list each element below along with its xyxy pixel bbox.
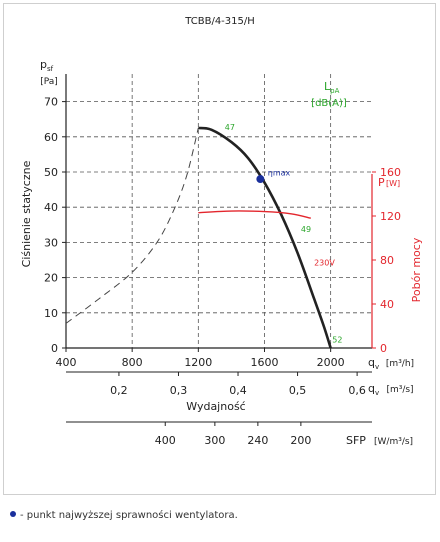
x2-axis-label: Wydajność (186, 400, 245, 413)
footnote: - punkt najwyższej sprawności wentylator… (10, 510, 238, 521)
annotation-label: 230V (314, 258, 335, 267)
series-line-pressure (198, 126, 332, 349)
x-tick-label: 2000 (317, 356, 345, 369)
y-tick-label: 10 (44, 307, 58, 320)
x2-tick-label: 0,6 (348, 384, 366, 397)
annotation-label: 52 (332, 336, 342, 345)
y-tick-label: 30 (44, 236, 58, 249)
power-axis-symbol: P (378, 176, 385, 189)
sfp-tick-label: 300 (204, 434, 225, 447)
series-line-power (198, 210, 311, 219)
y-tick-label: 20 (44, 272, 58, 285)
footnote-text: - punkt najwyższej sprawności wentylator… (20, 510, 238, 521)
x-axis-symbol: qv (368, 356, 379, 371)
y-tick-label: 0 (51, 342, 58, 355)
y-axis-label: Ciśnienie statyczne (20, 160, 33, 267)
power-tick-label: 0 (380, 342, 387, 355)
chart-title: TCBB/4-315/H (184, 16, 255, 27)
sound-level-symbol: LpA (324, 80, 340, 95)
x-tick-label: 1600 (250, 356, 278, 369)
sfp-axis-unit: [W/m³/s] (374, 437, 413, 447)
annotation-label: 49 (301, 225, 311, 234)
y-tick-label: 70 (44, 96, 58, 109)
x2-axis-symbol: qv (368, 382, 379, 397)
annotation-label: 47 (225, 123, 235, 132)
efficiency-point-marker (256, 175, 265, 184)
x-tick-label: 800 (122, 356, 143, 369)
power-tick-label: 120 (380, 210, 401, 223)
power-axis-unit: [W] (386, 179, 400, 188)
y-tick-label: 60 (44, 131, 58, 144)
annotation-label: ηmax (268, 169, 291, 178)
y-axis-unit: [Pa] (40, 77, 58, 87)
power-tick-label: 40 (380, 298, 394, 311)
chart-frame: TCBB/4-315/H 0 10 20 30 40 50 60 70 psf [Pa] Ciśnie… (3, 3, 436, 495)
x-axis-unit: [m³/h] (386, 359, 414, 369)
x-tick-label: 400 (56, 356, 77, 369)
series-line-pressure-extension (65, 127, 199, 324)
power-tick-label: 160 (380, 166, 401, 179)
fan-performance-chart: TCBB/4-315/H 0 10 20 30 40 50 60 70 psf [Pa] Ciśnie… (20, 16, 423, 447)
sound-level-unit: [dB(A)] (311, 98, 347, 109)
x2-tick-label: 0,5 (289, 384, 307, 397)
x2-tick-label: 0,3 (170, 384, 188, 397)
x2-axis-unit: [m³/s] (386, 385, 413, 395)
y-axis-symbol: psf (40, 58, 54, 73)
efficiency-point-marker-icon (10, 511, 16, 517)
sfp-tick-label: 200 (290, 434, 311, 447)
x2-tick-label: 0,4 (229, 384, 247, 397)
sfp-tick-label: 240 (247, 434, 268, 447)
sfp-tick-label: 400 (155, 434, 176, 447)
y-tick-label: 50 (44, 166, 58, 179)
x-tick-label: 1200 (184, 356, 212, 369)
power-tick-label: 80 (380, 254, 394, 267)
x2-tick-label: 0,2 (110, 384, 128, 397)
y-tick-label: 40 (44, 201, 58, 214)
sfp-axis-symbol: SFP (346, 434, 366, 447)
power-axis-label: Pobór mocy (410, 237, 423, 302)
